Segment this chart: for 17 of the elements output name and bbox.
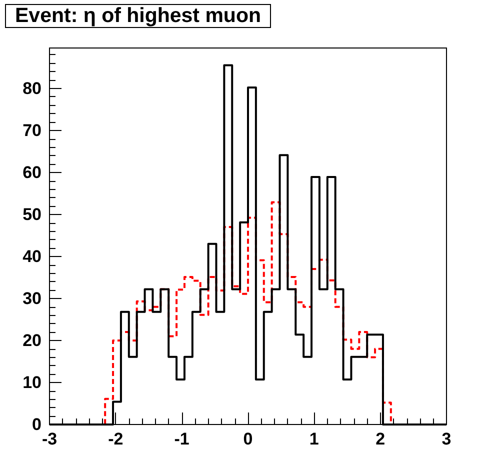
x-tick-label: -1: [174, 430, 190, 448]
y-tick-label: 20: [22, 330, 42, 350]
y-tick-label: 10: [22, 372, 42, 392]
x-tick-label: -3: [42, 430, 58, 448]
y-tick-label: 50: [22, 204, 42, 224]
y-tick-label: 40: [22, 246, 42, 266]
y-tick-label: 80: [22, 78, 42, 98]
x-tick-label: 3: [442, 430, 452, 448]
x-tick-label: 2: [376, 430, 386, 448]
x-tick-label: 1: [309, 430, 319, 448]
chart-title: Event: η of highest muon: [15, 4, 261, 27]
y-tick-label: 60: [22, 162, 42, 182]
y-tick-label: 30: [22, 288, 42, 308]
x-tick-label: -2: [108, 430, 124, 448]
y-tick-label: 0: [32, 415, 42, 434]
x-tick-label: 0: [243, 430, 253, 448]
y-tick-label: 70: [22, 120, 42, 140]
